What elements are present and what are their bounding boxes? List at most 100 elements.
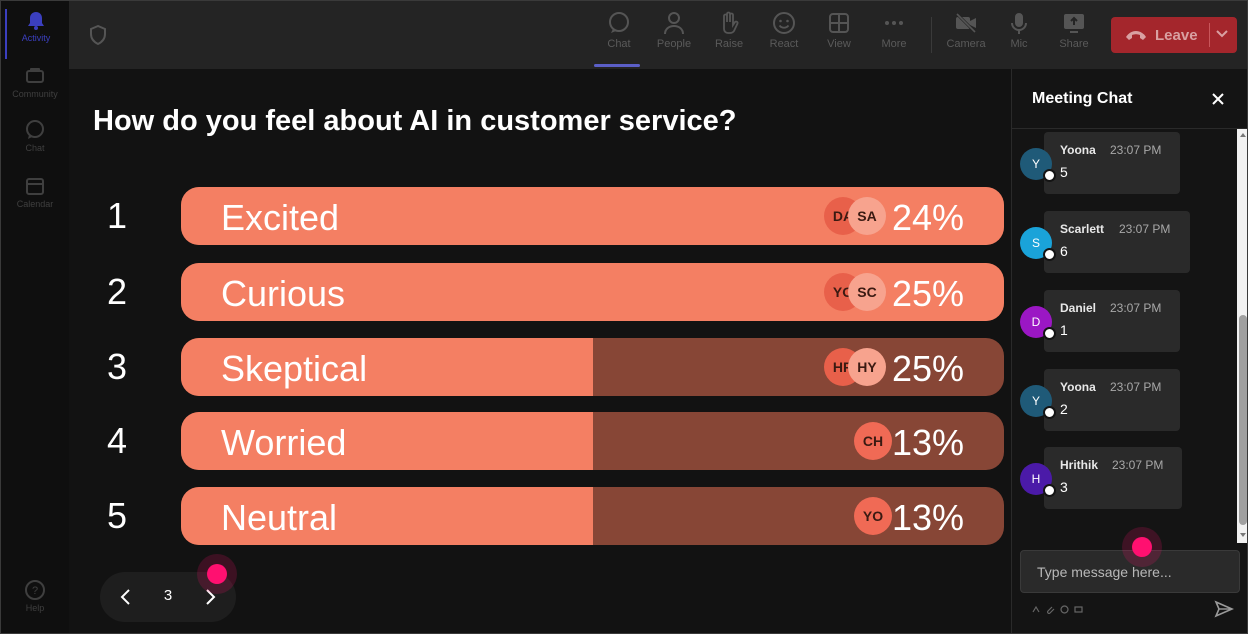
rail-item-help[interactable]: ? Help (5, 579, 65, 629)
presence-status-icon (1043, 248, 1056, 261)
option-number: 4 (107, 420, 128, 461)
option-label: Neutral (221, 497, 338, 538)
tool-label: Mic (1010, 38, 1028, 50)
attach-icon[interactable] (1046, 605, 1055, 614)
message-bubble: Yoona 23:07 PM 2 (1044, 369, 1180, 431)
calendar-icon (26, 178, 44, 195)
scroll-up-icon[interactable] (1239, 131, 1247, 139)
tool-camera[interactable]: Camera (940, 11, 992, 63)
option-bar: Neutral YO 13% (181, 487, 1004, 545)
meeting-toolbar: Chat People Raise React View More Camera (69, 1, 1247, 69)
tool-raise[interactable]: Raise (703, 11, 755, 63)
chat-scrollbar[interactable] (1237, 129, 1247, 543)
option-bar: Worried CH 13% (181, 412, 1004, 470)
chevron-right-icon[interactable] (200, 586, 220, 608)
voter-avatar[interactable]: SC (848, 273, 886, 311)
pointer-indicator (1132, 537, 1152, 557)
tool-mic[interactable]: Mic (993, 11, 1045, 63)
chat-header: Meeting Chat (1012, 69, 1247, 129)
option-number: 1 (107, 195, 128, 236)
rail-item-activity[interactable]: Activity (5, 9, 65, 59)
mic-icon (1011, 13, 1027, 34)
rail-item-calendar[interactable]: Calendar (5, 175, 65, 225)
chat-icon (609, 12, 629, 33)
poll-option-row: 2 Curious YO SC 25% (69, 263, 1011, 321)
rail-item-label: Calendar (16, 199, 54, 209)
emoji-icon[interactable] (1060, 605, 1069, 614)
tool-label: Camera (946, 38, 986, 50)
chat-title: Meeting Chat (1032, 90, 1133, 107)
tool-chat[interactable]: Chat (593, 11, 645, 67)
poll-option-row: 1 Excited DA SA 24% (69, 187, 1011, 245)
message-text: 6 (1060, 243, 1068, 259)
message-bubble: Daniel 23:07 PM 1 (1044, 290, 1180, 352)
message-time: 23:07 PM (1110, 301, 1162, 315)
option-bar: Skeptical HR HY 25% (181, 338, 1004, 396)
tool-label: More (881, 38, 907, 50)
presence-status-icon (1043, 169, 1056, 182)
send-icon[interactable] (1214, 599, 1234, 619)
chevron-down-icon[interactable] (1215, 29, 1229, 39)
avatar[interactable]: Y (1020, 385, 1052, 417)
chat-messages[interactable]: Hrithik 23:07 PM 3 H Yoona 23:07 PM 2 Y Daniel 23… (1012, 129, 1247, 543)
tool-label: Share (1059, 38, 1089, 50)
tool-more[interactable]: More (868, 11, 920, 63)
voter-avatar[interactable]: YO (854, 497, 892, 535)
option-label: Worried (221, 422, 347, 463)
scrollbar-thumb[interactable] (1239, 315, 1247, 525)
tool-share[interactable]: Share (1048, 11, 1100, 63)
sender-name: Hrithik (1060, 458, 1099, 472)
svg-text:?: ? (32, 585, 38, 597)
option-bar-fill (181, 338, 593, 396)
more-icon (885, 21, 903, 25)
option-number: 5 (107, 495, 128, 536)
avatar[interactable]: H (1020, 463, 1052, 495)
phone-hangup-icon (1126, 31, 1146, 40)
leave-button[interactable]: Leave (1111, 17, 1237, 53)
community-icon (26, 68, 44, 83)
rail-item-label: Chat (25, 143, 45, 153)
chat-icon (26, 120, 44, 139)
presence-status-icon (1043, 484, 1056, 497)
option-percent: 13% (891, 497, 964, 538)
voter-avatar[interactable]: CH (854, 422, 892, 460)
voter-avatar[interactable]: SA (848, 197, 886, 235)
poll-option-row: 5 Neutral YO 13% (69, 487, 1011, 545)
tool-react[interactable]: React (758, 11, 810, 63)
message-bubble: Yoona 23:07 PM 5 (1044, 132, 1180, 194)
option-percent: 24% (891, 197, 964, 238)
shield-icon[interactable] (89, 25, 107, 45)
leave-split-divider (1209, 23, 1210, 47)
smiley-icon (773, 12, 795, 34)
rail-item-chat[interactable]: Chat (5, 119, 65, 169)
leave-label: Leave (1155, 26, 1198, 44)
tool-view[interactable]: View (813, 11, 865, 63)
pointer-indicator (207, 564, 227, 584)
close-icon[interactable] (1210, 91, 1226, 107)
option-bar-fill (181, 412, 593, 470)
rail-item-label: Help (25, 603, 45, 613)
option-percent: 25% (891, 273, 964, 314)
message-text: 3 (1060, 479, 1068, 495)
tool-label: Chat (607, 38, 631, 50)
chevron-left-icon[interactable] (116, 586, 136, 608)
left-rail: Activity Community Chat Calendar ? Help (1, 1, 69, 633)
message-input[interactable] (1020, 550, 1240, 593)
help-icon: ? (25, 580, 45, 600)
tool-people[interactable]: People (648, 11, 700, 63)
scroll-down-icon[interactable] (1239, 531, 1247, 539)
option-percent: 25% (891, 348, 964, 389)
poll-results: How do you feel about AI in customer ser… (69, 69, 1011, 633)
message-text: 2 (1060, 401, 1068, 417)
rail-item-community[interactable]: Community (5, 65, 65, 115)
format-icon[interactable] (1032, 605, 1041, 614)
pager: 3 (100, 572, 236, 622)
share-icon (1064, 14, 1084, 33)
voter-avatar[interactable]: HY (848, 348, 886, 386)
bell-icon (28, 12, 44, 30)
tool-label: Raise (714, 38, 744, 50)
message-text: 5 (1060, 164, 1068, 180)
hand-icon (723, 11, 739, 34)
option-label: Excited (221, 197, 340, 238)
gif-icon[interactable] (1074, 605, 1083, 614)
